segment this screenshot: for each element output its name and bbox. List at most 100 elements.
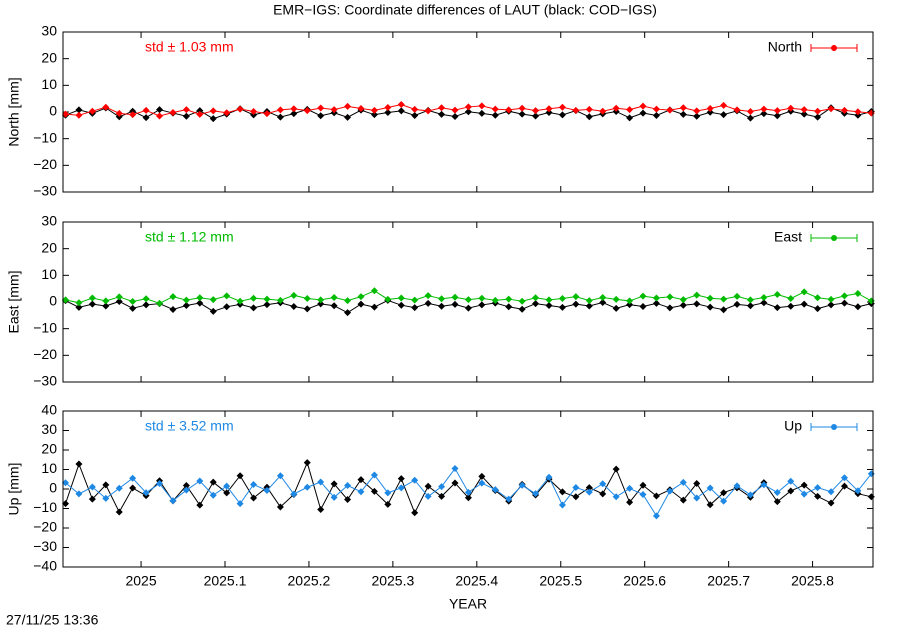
y-tick-label: −40 [33,558,57,574]
data-point [706,108,714,116]
data-point [75,303,83,311]
data-point [75,490,83,498]
data-point [599,490,607,498]
data-point [652,294,660,302]
data-point [558,295,566,303]
data-point [330,302,338,310]
data-point [720,489,728,497]
data-point [558,303,566,311]
data-point [236,297,244,305]
data-point [236,105,244,113]
data-point [411,304,419,312]
data-point [639,109,647,117]
data-point [102,481,110,489]
y-tick-label: 20 [41,441,57,457]
data-point [532,490,540,498]
data-point [599,480,607,488]
x-tick-label: 2025.1 [204,573,247,589]
data-point [317,296,325,304]
data-point [250,294,258,302]
data-point [250,107,258,115]
data-point [491,111,499,119]
data-point [370,471,378,479]
data-point [760,481,768,489]
data-point [599,299,607,307]
data-point [679,478,687,486]
data-point [626,114,634,122]
data-point [62,110,70,118]
data-point [411,105,419,113]
data-point [532,294,540,302]
data-point [666,487,674,495]
data-point [733,300,741,308]
legend-label: East [774,229,802,245]
data-point [478,109,486,117]
data-point [464,304,472,312]
y-tick-label: 20 [41,49,57,65]
data-point [585,105,593,113]
data-point [276,296,284,304]
legend-label: Up [784,418,802,434]
data-point [827,295,835,303]
y-tick-label: 0 [49,103,57,119]
data-point [814,294,822,302]
data-point [746,114,754,122]
y-tick-label: −30 [33,183,57,199]
data-point [639,102,647,110]
data-point [652,105,660,113]
data-point [827,301,835,309]
data-point [182,106,190,114]
data-point [236,472,244,480]
data-point [438,295,446,303]
annotation: std ± 1.12 mm [145,229,234,245]
data-point [384,500,392,508]
data-point [693,112,701,120]
data-point [209,491,217,499]
data-point [330,493,338,501]
data-point [88,495,96,503]
data-point [438,483,446,491]
data-point [384,295,392,303]
y-tick-label: −20 [33,156,57,172]
data-point [263,301,271,309]
data-point [760,293,768,301]
data-point [572,300,580,308]
data-point [451,293,459,301]
data-point [854,108,862,116]
data-point [854,303,862,311]
data-point [411,111,419,119]
data-point [209,478,217,486]
data-point [88,300,96,308]
data-point [88,483,96,491]
data-point [357,300,365,308]
data-point [303,107,311,115]
panel: −40 −30 −20 −10 0 10 20 30 40 2025 2025.1 2025.2 202… [6,402,875,612]
data-point [491,296,499,304]
data-point [196,501,204,509]
data-point [827,488,835,496]
data-point [236,500,244,508]
y-tick-label: 40 [41,402,57,418]
data-point [397,484,405,492]
data-point [384,489,392,497]
y-tick-label: 10 [41,460,57,476]
data-point [370,287,378,295]
data-point [693,494,701,502]
data-point [384,109,392,117]
data-point [344,481,352,489]
data-point [290,105,298,113]
data-point [626,498,634,506]
data-point [585,297,593,305]
data-point [411,509,419,517]
x-tick-label: 2025 [125,573,156,589]
plot-frame [62,410,874,568]
data-point [142,114,150,122]
data-point [773,112,781,120]
data-point [88,294,96,302]
y-axis-label: North [mm] [6,77,22,146]
data-point [182,296,190,304]
data-point [263,110,271,118]
data-point [156,299,164,307]
data-point [787,477,795,485]
data-point [438,110,446,118]
